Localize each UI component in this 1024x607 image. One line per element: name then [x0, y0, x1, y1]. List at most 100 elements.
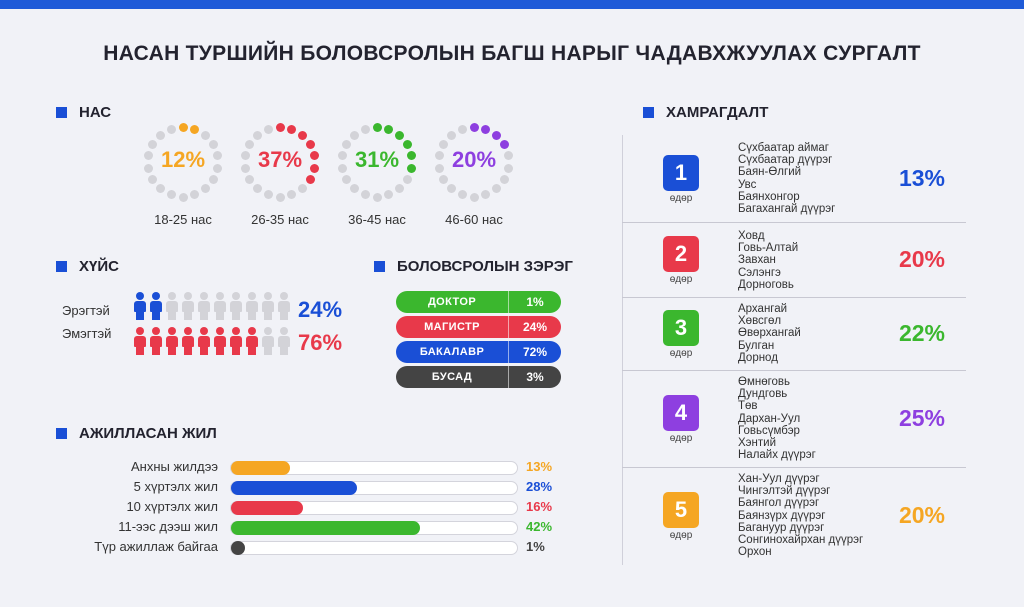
age-heading-label: НАС: [79, 104, 112, 121]
person-legs: [264, 346, 272, 355]
aimag-name: Орхон: [738, 546, 772, 559]
work-bar-fill: [231, 501, 303, 515]
ring-dot: [190, 124, 200, 134]
degree-label: ДОКТОР: [427, 296, 477, 308]
coverage-heading: ХАМРАГДАЛТ: [643, 104, 768, 121]
top-accent-bar: [0, 0, 1024, 9]
coverage-percent: 25%: [898, 405, 946, 431]
work-bar-fill: [231, 521, 420, 535]
work-label: Түр ажиллаж байгаа: [94, 539, 218, 554]
ring-dot: [499, 175, 509, 184]
ring-dot: [309, 151, 319, 161]
aimag-name: Архангай: [738, 303, 788, 315]
coverage-divider: [622, 135, 623, 565]
person-icon: [181, 292, 195, 320]
ring-dot: [394, 130, 404, 140]
ring-dot: [338, 163, 348, 173]
age-ring: 31%: [337, 122, 417, 202]
person-legs: [168, 311, 176, 320]
ring-dot: [435, 163, 445, 173]
person-body: [166, 336, 178, 347]
work-bar-track: [230, 481, 518, 495]
work-bar-track: [230, 501, 518, 515]
ring-dot: [263, 190, 273, 200]
person-legs: [200, 346, 208, 355]
person-head: [152, 327, 160, 335]
ring-dot: [297, 130, 307, 140]
person-legs: [200, 311, 208, 320]
degree-percent: 1%: [508, 291, 561, 313]
coverage-row: 3 өдөр Архангай Хөвсгөл Өвөрхангай Булган Дорн…: [622, 297, 966, 370]
coverage-row-divider: [622, 297, 966, 298]
ring-dot: [212, 151, 222, 161]
person-legs: [152, 311, 160, 320]
ring-dot: [338, 151, 348, 161]
person-icon: [197, 327, 211, 355]
degree-pill: МАГИСТР 24%: [396, 316, 561, 338]
ring-dot: [360, 124, 370, 134]
day-badge-caption: өдөр: [669, 530, 693, 541]
ring-dot: [372, 192, 382, 202]
ring-dot: [350, 130, 359, 140]
female-label: Эмэгтэй: [62, 326, 112, 341]
ring-dot: [245, 175, 255, 184]
coverage-percent: 20%: [898, 246, 946, 272]
person-head: [136, 292, 144, 300]
coverage-heading-label: ХАМРАГДАЛТ: [666, 104, 769, 121]
aimag-name: Дундговь: [738, 388, 788, 401]
person-body: [246, 336, 258, 347]
person-legs: [152, 346, 160, 355]
ring-dot: [439, 140, 449, 149]
person-body: [166, 301, 178, 312]
aimag-name: Сэлэнгэ: [738, 266, 781, 279]
work-bar-fill: [231, 461, 290, 475]
female-percent: 76%: [298, 330, 343, 355]
ring-dot: [245, 140, 255, 149]
coverage-percent: 22%: [898, 320, 946, 346]
degree-heading-label: БОЛОВСРОЛЫН ЗЭРЭГ: [397, 258, 573, 275]
aimag-name: Хэнтий: [738, 437, 777, 449]
person-head: [136, 327, 144, 335]
work-label: 11-ээс дээш жил: [118, 519, 218, 534]
person-body: [214, 336, 226, 347]
ring-dot: [200, 184, 210, 194]
ring-dot: [394, 184, 404, 194]
degree-pill: БАКАЛАВР 72%: [396, 341, 561, 363]
aimag-name: Өвөрхангай: [738, 327, 801, 340]
aimag-name: Хөвсгөл: [738, 315, 782, 328]
person-legs: [136, 311, 144, 320]
aimag-name: Өмнөговь: [738, 376, 791, 388]
aimag-name: Говьсүмбэр: [738, 424, 800, 437]
work-label: Анхны жилдээ: [130, 459, 218, 474]
ring-dot: [287, 124, 297, 134]
aimag-name: Ховд: [738, 230, 765, 242]
degree-heading: БОЛОВСРОЛЫН ЗЭРЭГ: [374, 258, 573, 275]
day-badge: 4: [663, 395, 699, 431]
person-body: [182, 336, 194, 347]
square-bullet-icon: [56, 261, 67, 272]
day-badge-caption: өдөр: [669, 193, 693, 204]
ring-dot: [263, 124, 273, 134]
ring-dot: [499, 140, 509, 149]
person-head: [264, 292, 272, 300]
aimag-name: Баянгол дүүрэг: [738, 497, 820, 510]
ring-dot: [503, 151, 513, 161]
coverage-row-divider: [622, 370, 966, 371]
ring-dot: [241, 151, 251, 161]
person-head: [200, 327, 208, 335]
coverage-row-divider: [622, 467, 966, 468]
coverage-row-divider: [622, 222, 966, 223]
square-bullet-icon: [56, 107, 67, 118]
work-label: 10 хүртэлх жил: [126, 499, 218, 514]
ring-dot: [457, 124, 467, 134]
person-icon: [165, 327, 179, 355]
degree-percent: 3%: [508, 366, 561, 388]
degree-pill: ДОКТОР 1%: [396, 291, 561, 313]
ring-dot: [360, 190, 370, 200]
age-ring: 20%: [434, 122, 514, 202]
person-body: [278, 336, 290, 347]
person-icon: [261, 292, 275, 320]
aimag-name: Налайх дүүрэг: [738, 449, 816, 462]
male-label: Эрэгтэй: [62, 303, 110, 318]
ring-dot: [212, 163, 222, 173]
